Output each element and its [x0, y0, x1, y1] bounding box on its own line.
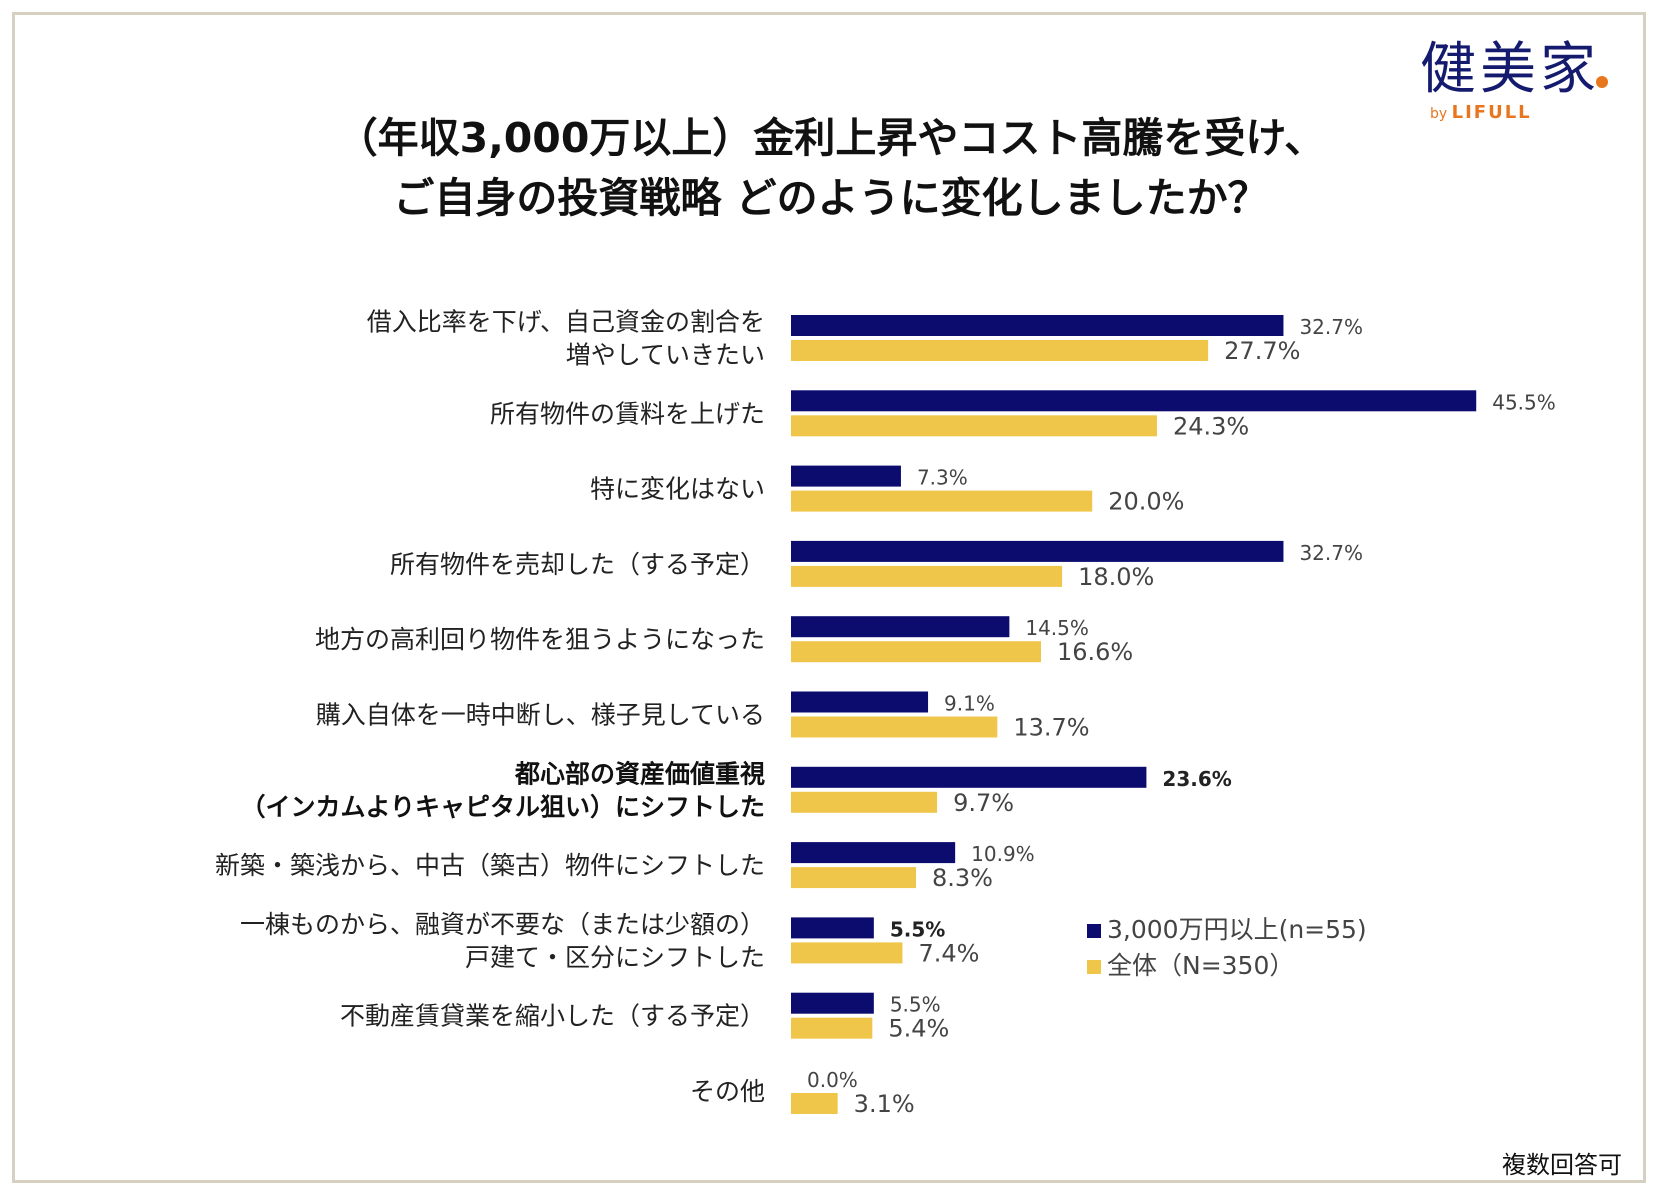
- bar-overall: [791, 641, 1041, 663]
- bar-overall: [791, 791, 938, 813]
- multiple-answers-note: 複数回答可: [1502, 1151, 1622, 1179]
- data-label: 16.6%: [1057, 638, 1133, 666]
- bar-high-income: [791, 992, 874, 1014]
- category-label: 所有物件の賃料を上げた: [490, 399, 765, 428]
- data-label: 18.0%: [1078, 563, 1154, 591]
- bar-high-income: [791, 691, 929, 713]
- data-label: 5.5%: [890, 993, 941, 1017]
- bar-high-income: [791, 390, 1477, 412]
- legend-swatch-series1: [1087, 924, 1101, 938]
- bar-high-income: [791, 917, 874, 939]
- logo: 健美家 by LIFULL: [1420, 38, 1608, 123]
- legend-swatch-series2: [1087, 960, 1101, 974]
- category-label: 戸建て・区分にシフトした: [465, 943, 765, 972]
- data-label: 32.7%: [1299, 541, 1363, 565]
- bar-overall: [791, 1017, 873, 1039]
- legend-label-series1: 3,000万円以上(n=55): [1107, 915, 1367, 944]
- bar-overall: [791, 1093, 838, 1114]
- data-label: 5.5%: [890, 917, 945, 941]
- data-label: 9.7%: [953, 789, 1014, 817]
- data-label: 10.9%: [971, 842, 1035, 866]
- bar-overall: [791, 942, 903, 964]
- bar-high-income: [791, 616, 1010, 638]
- title-line-2: ご自身の投資戦略 どのように変化しましたか？: [393, 174, 1269, 222]
- category-label: 借入比率を下げ、自己資金の割合を: [367, 308, 765, 337]
- data-label: 8.3%: [932, 864, 993, 892]
- legend: 3,000万円以上(n=55) 全体（N=350）: [1087, 912, 1367, 984]
- category-label: その他: [690, 1077, 765, 1106]
- legend-item-series2: 全体（N=350）: [1087, 948, 1367, 984]
- logo-main-text: 健美家: [1420, 37, 1600, 102]
- bar-overall: [791, 490, 1093, 512]
- data-label: 7.3%: [917, 466, 968, 490]
- title-line-1: （年収3,000万以上）金利上昇やコスト高騰を受け、: [336, 114, 1326, 162]
- category-label: 増やしていきたい: [566, 341, 765, 370]
- chart-title: （年収3,000万以上）金利上昇やコスト高騰を受け、 ご自身の投資戦略 どのよう…: [0, 108, 1662, 228]
- category-label: 一棟ものから、融資が不要な（または少額の）: [240, 910, 765, 939]
- legend-label-series2: 全体（N=350）: [1107, 951, 1295, 980]
- category-label: 都心部の資産価値重視: [514, 759, 765, 788]
- data-label: 32.7%: [1299, 315, 1363, 339]
- logo-dot: [1596, 76, 1608, 88]
- bar-overall: [791, 565, 1063, 587]
- bar-overall: [791, 867, 916, 889]
- category-label: 特に変化はない: [590, 475, 765, 504]
- bar-high-income: [791, 766, 1147, 788]
- bar-overall: [791, 716, 998, 738]
- data-label: 45.5%: [1492, 390, 1556, 414]
- logo-brand: LIFULL: [1451, 102, 1532, 123]
- category-label: 不動産賃貸業を縮小した（する予定）: [340, 1002, 765, 1031]
- data-label: 9.1%: [944, 692, 995, 716]
- category-label: （インカムよりキャピタル狙い）にシフトした: [240, 792, 765, 821]
- data-label: 23.6%: [1162, 767, 1231, 791]
- data-label: 7.4%: [918, 939, 979, 967]
- bar-high-income: [791, 315, 1284, 336]
- data-label: 3.1%: [854, 1090, 915, 1118]
- category-label: 購入自体を一時中断し、様子見している: [316, 701, 765, 730]
- legend-item-series1: 3,000万円以上(n=55): [1087, 912, 1367, 948]
- data-label: 24.3%: [1173, 412, 1249, 440]
- bar-overall: [791, 340, 1209, 361]
- category-label: 所有物件を売却した（する予定）: [390, 550, 765, 579]
- data-label: 0.0%: [807, 1068, 858, 1092]
- category-label: 新築・築浅から、中古（築古）物件にシフトした: [215, 851, 765, 880]
- data-label: 27.7%: [1224, 337, 1300, 365]
- bar-high-income: [791, 540, 1284, 562]
- data-label: 13.7%: [1013, 714, 1089, 742]
- data-label: 5.4%: [888, 1015, 949, 1043]
- category-label: 地方の高利回り物件を狙うようになった: [315, 625, 765, 654]
- data-label: 20.0%: [1108, 488, 1184, 516]
- bar-high-income: [791, 465, 901, 487]
- data-label: 14.5%: [1025, 616, 1089, 640]
- chart-frame: [12, 12, 1646, 1183]
- bar-high-income: [791, 842, 956, 864]
- bar-overall: [791, 415, 1157, 437]
- logo-by: by: [1430, 106, 1448, 122]
